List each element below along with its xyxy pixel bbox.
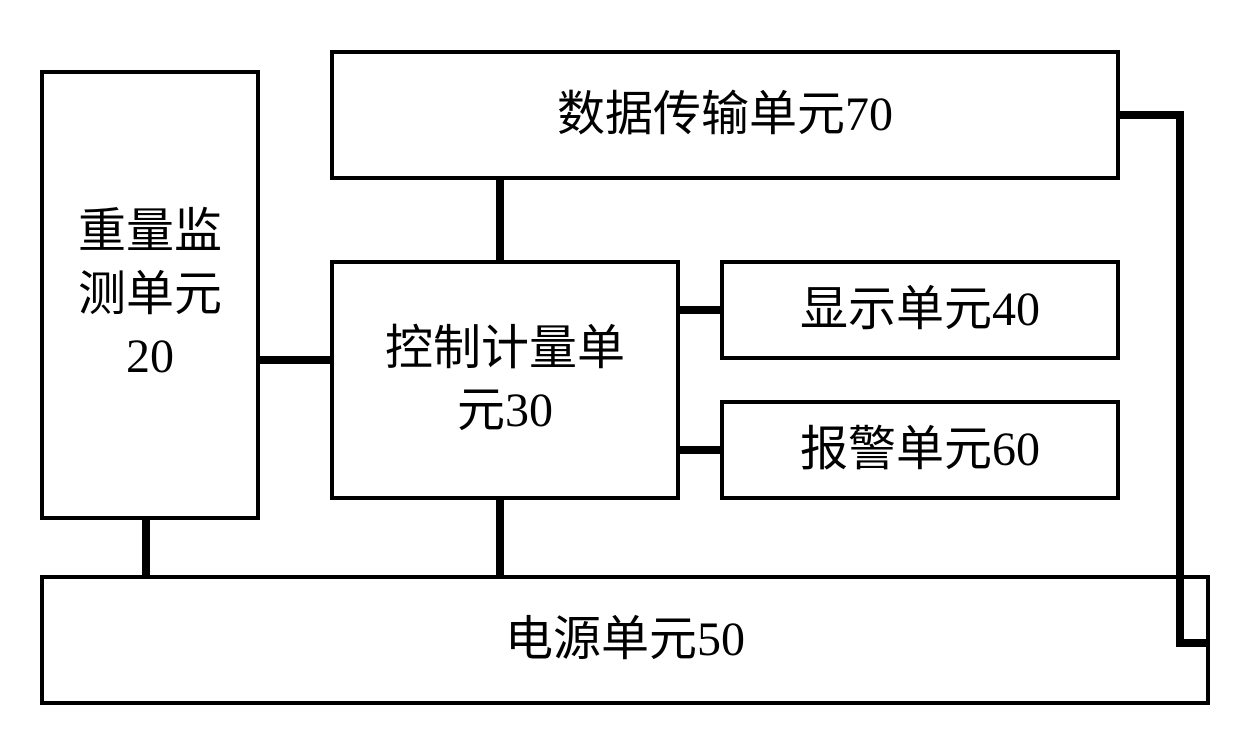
- alarm-label: 报警单元60: [800, 419, 1040, 481]
- connector-control-data: [496, 180, 504, 260]
- display-label: 显示单元40: [800, 279, 1040, 341]
- alarm-block: 报警单元60: [720, 400, 1120, 500]
- connector-control-power: [496, 500, 504, 575]
- control-measure-label: 控制计量单元30: [385, 318, 625, 443]
- power-block: 电源单元50: [40, 575, 1210, 705]
- connector-control-display: [680, 306, 720, 314]
- weight-monitor-block: 重量监测单元20: [40, 70, 260, 520]
- connector-weight-power: [142, 520, 150, 575]
- control-measure-block: 控制计量单元30: [330, 260, 680, 500]
- connector-weight-control: [260, 356, 330, 364]
- data-transfer-block: 数据传输单元70: [330, 50, 1120, 180]
- connector-data-power-h1: [1120, 111, 1184, 119]
- display-block: 显示单元40: [720, 260, 1120, 360]
- connector-data-power-h2: [1176, 639, 1210, 647]
- power-label: 电源单元50: [505, 609, 745, 671]
- weight-monitor-label: 重量监测单元20: [78, 201, 222, 388]
- connector-control-alarm: [680, 446, 720, 454]
- connector-data-power-v: [1176, 111, 1184, 647]
- data-transfer-label: 数据传输单元70: [557, 84, 893, 146]
